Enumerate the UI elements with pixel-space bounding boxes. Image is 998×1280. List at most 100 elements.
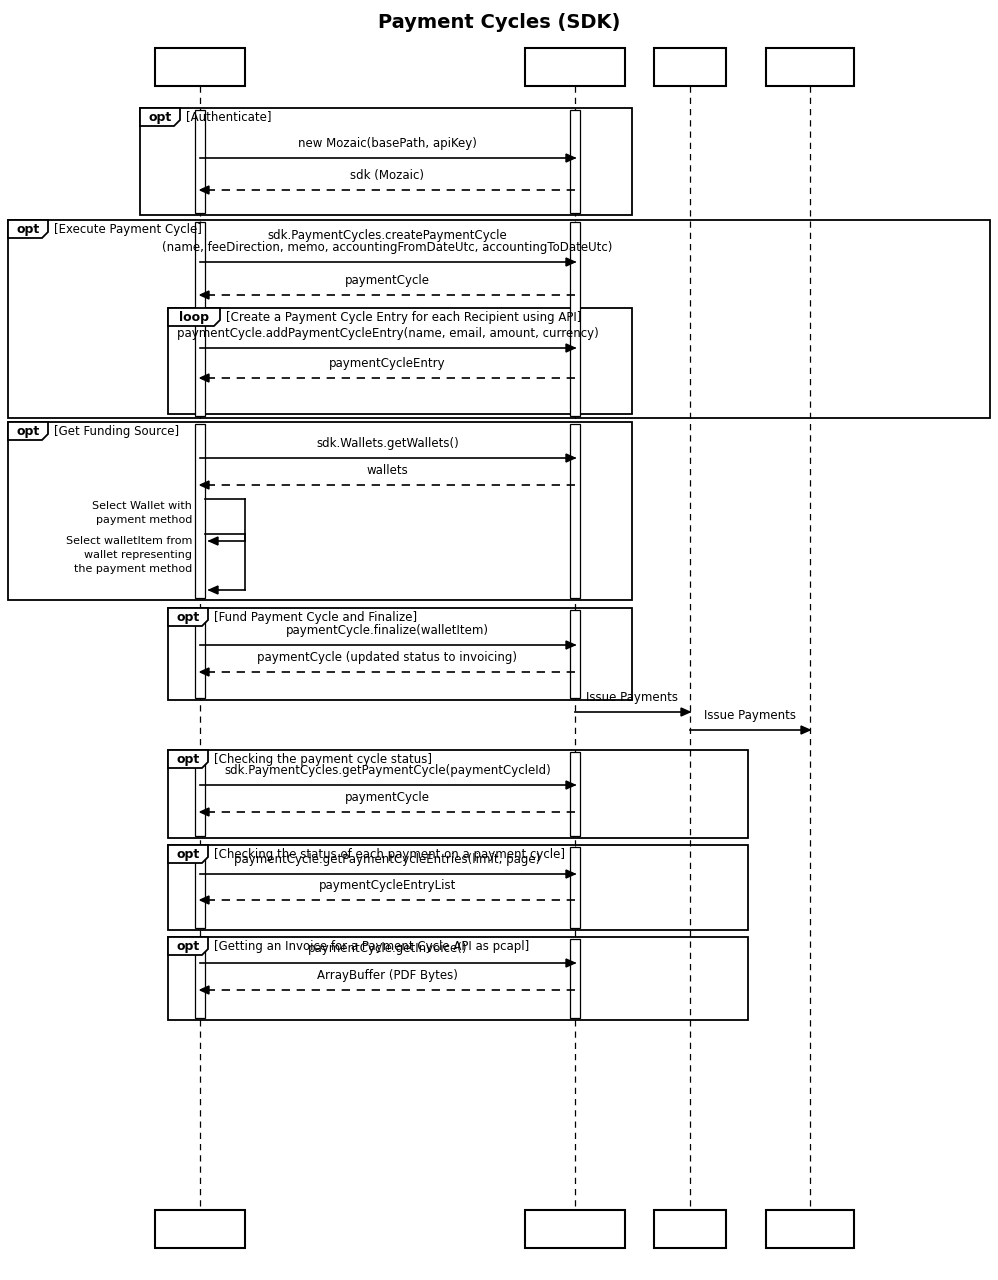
- Text: paymentCycleEntryList: paymentCycleEntryList: [318, 879, 456, 892]
- Text: opt: opt: [177, 611, 200, 623]
- Text: [Authenticate]: [Authenticate]: [186, 110, 271, 123]
- Polygon shape: [168, 750, 208, 768]
- Polygon shape: [200, 668, 209, 676]
- Text: [Create a Payment Cycle Entry for each Recipient using API]: [Create a Payment Cycle Entry for each R…: [226, 311, 582, 324]
- Bar: [654, 49, 726, 86]
- Text: opt: opt: [149, 110, 172, 123]
- Polygon shape: [200, 481, 209, 489]
- Bar: [570, 611, 580, 698]
- Bar: [168, 937, 748, 1020]
- Text: [Execute Payment Cycle]: [Execute Payment Cycle]: [54, 223, 202, 236]
- Text: opt: opt: [177, 940, 200, 952]
- Text: paymentCycle.addPaymentCycleEntry(name, email, amount, currency): paymentCycle.addPaymentCycleEntry(name, …: [177, 326, 599, 340]
- Text: Mozaic SDK: Mozaic SDK: [535, 1222, 616, 1236]
- Text: wallets: wallets: [366, 465, 408, 477]
- Polygon shape: [566, 781, 575, 788]
- Text: Payment Cycles (SDK): Payment Cycles (SDK): [378, 13, 620, 32]
- Text: (name, feeDirection, memo, accountingFromDateUtc, accountingToDateUtc): (name, feeDirection, memo, accountingFro…: [163, 241, 613, 253]
- Bar: [168, 845, 748, 931]
- Text: Select Wallet with: Select Wallet with: [92, 500, 192, 511]
- Text: Issue Payments: Issue Payments: [587, 691, 679, 704]
- Text: paymentCycle: paymentCycle: [345, 274, 430, 287]
- Text: wallet representing: wallet representing: [84, 550, 192, 561]
- Text: [Get Funding Source]: [Get Funding Source]: [54, 425, 179, 438]
- Text: the payment method: the payment method: [74, 564, 192, 573]
- Text: Evolved: Evolved: [173, 60, 228, 74]
- Text: paymentCycle.getInvoice(): paymentCycle.getInvoice(): [307, 942, 467, 955]
- Text: loop: loop: [179, 311, 209, 324]
- Polygon shape: [140, 108, 180, 125]
- Bar: [155, 1210, 245, 1248]
- Polygon shape: [8, 220, 48, 238]
- Polygon shape: [566, 870, 575, 878]
- Polygon shape: [566, 154, 575, 163]
- Text: [Getting an Invoice for a Payment Cycle API as pcapl]: [Getting an Invoice for a Payment Cycle …: [214, 940, 529, 952]
- Text: paymentCycle (updated status to invoicing): paymentCycle (updated status to invoicin…: [257, 652, 518, 664]
- Text: payment method: payment method: [96, 515, 192, 525]
- Text: Issue Payments: Issue Payments: [704, 709, 796, 722]
- Polygon shape: [168, 937, 208, 955]
- Bar: [195, 847, 205, 928]
- Text: Evolved: Evolved: [173, 1222, 228, 1236]
- Polygon shape: [209, 586, 218, 594]
- Polygon shape: [200, 896, 209, 904]
- Text: [Checking the status of each payment on a payment cycle]: [Checking the status of each payment on …: [214, 847, 565, 860]
- Text: opt: opt: [177, 847, 200, 860]
- Bar: [195, 753, 205, 836]
- Polygon shape: [200, 986, 209, 995]
- Text: Mozaic SDK: Mozaic SDK: [535, 60, 616, 74]
- Bar: [195, 940, 205, 1018]
- Text: paymentCycle.finalize(walletItem): paymentCycle.finalize(walletItem): [286, 625, 489, 637]
- Polygon shape: [200, 808, 209, 817]
- Polygon shape: [209, 538, 218, 545]
- Polygon shape: [168, 845, 208, 863]
- Bar: [155, 49, 245, 86]
- Bar: [8, 422, 632, 600]
- Bar: [525, 49, 625, 86]
- Polygon shape: [200, 374, 209, 381]
- Text: Recipients: Recipients: [774, 60, 846, 74]
- Polygon shape: [566, 344, 575, 352]
- Text: paymentCycleEntry: paymentCycleEntry: [329, 357, 446, 370]
- Polygon shape: [566, 454, 575, 462]
- Bar: [570, 847, 580, 928]
- Polygon shape: [168, 308, 220, 326]
- Polygon shape: [566, 959, 575, 966]
- Polygon shape: [168, 608, 208, 626]
- Text: Select walletItem from: Select walletItem from: [66, 536, 192, 547]
- Text: [Checking the payment cycle status]: [Checking the payment cycle status]: [214, 753, 432, 765]
- Text: paymentCycle: paymentCycle: [345, 791, 430, 804]
- Bar: [140, 108, 632, 215]
- Text: sdk.PaymentCycles.getPaymentCycle(paymentCycleId): sdk.PaymentCycles.getPaymentCycle(paymen…: [225, 764, 551, 777]
- Text: sdk.PaymentCycles.createPaymentCycle: sdk.PaymentCycles.createPaymentCycle: [267, 229, 507, 242]
- Text: new Mozaic(basePath, apiKey): new Mozaic(basePath, apiKey): [298, 137, 477, 150]
- Polygon shape: [566, 259, 575, 266]
- Text: Mozaic: Mozaic: [666, 1222, 714, 1236]
- Text: [Fund Payment Cycle and Finalize]: [Fund Payment Cycle and Finalize]: [214, 611, 417, 623]
- Polygon shape: [566, 641, 575, 649]
- Bar: [168, 308, 632, 413]
- Bar: [168, 750, 748, 838]
- Text: Mozaic: Mozaic: [666, 60, 714, 74]
- Bar: [570, 940, 580, 1018]
- Bar: [570, 753, 580, 836]
- Bar: [570, 221, 580, 416]
- Text: Recipients: Recipients: [774, 1222, 846, 1236]
- Polygon shape: [200, 186, 209, 195]
- Text: sdk (Mozaic): sdk (Mozaic): [350, 169, 424, 182]
- Polygon shape: [681, 708, 690, 716]
- Text: opt: opt: [16, 425, 40, 438]
- Bar: [570, 424, 580, 598]
- Polygon shape: [801, 726, 810, 733]
- Bar: [195, 611, 205, 698]
- Bar: [766, 1210, 854, 1248]
- Bar: [195, 424, 205, 598]
- Polygon shape: [8, 422, 48, 440]
- Bar: [570, 110, 580, 212]
- Text: sdk.Wallets.getWallets(): sdk.Wallets.getWallets(): [316, 436, 459, 451]
- Bar: [195, 110, 205, 212]
- Bar: [766, 49, 854, 86]
- Bar: [525, 1210, 625, 1248]
- Text: paymentCycle.getPaymentCycleEntries(limit, page): paymentCycle.getPaymentCycleEntries(limi…: [235, 852, 541, 867]
- Bar: [654, 1210, 726, 1248]
